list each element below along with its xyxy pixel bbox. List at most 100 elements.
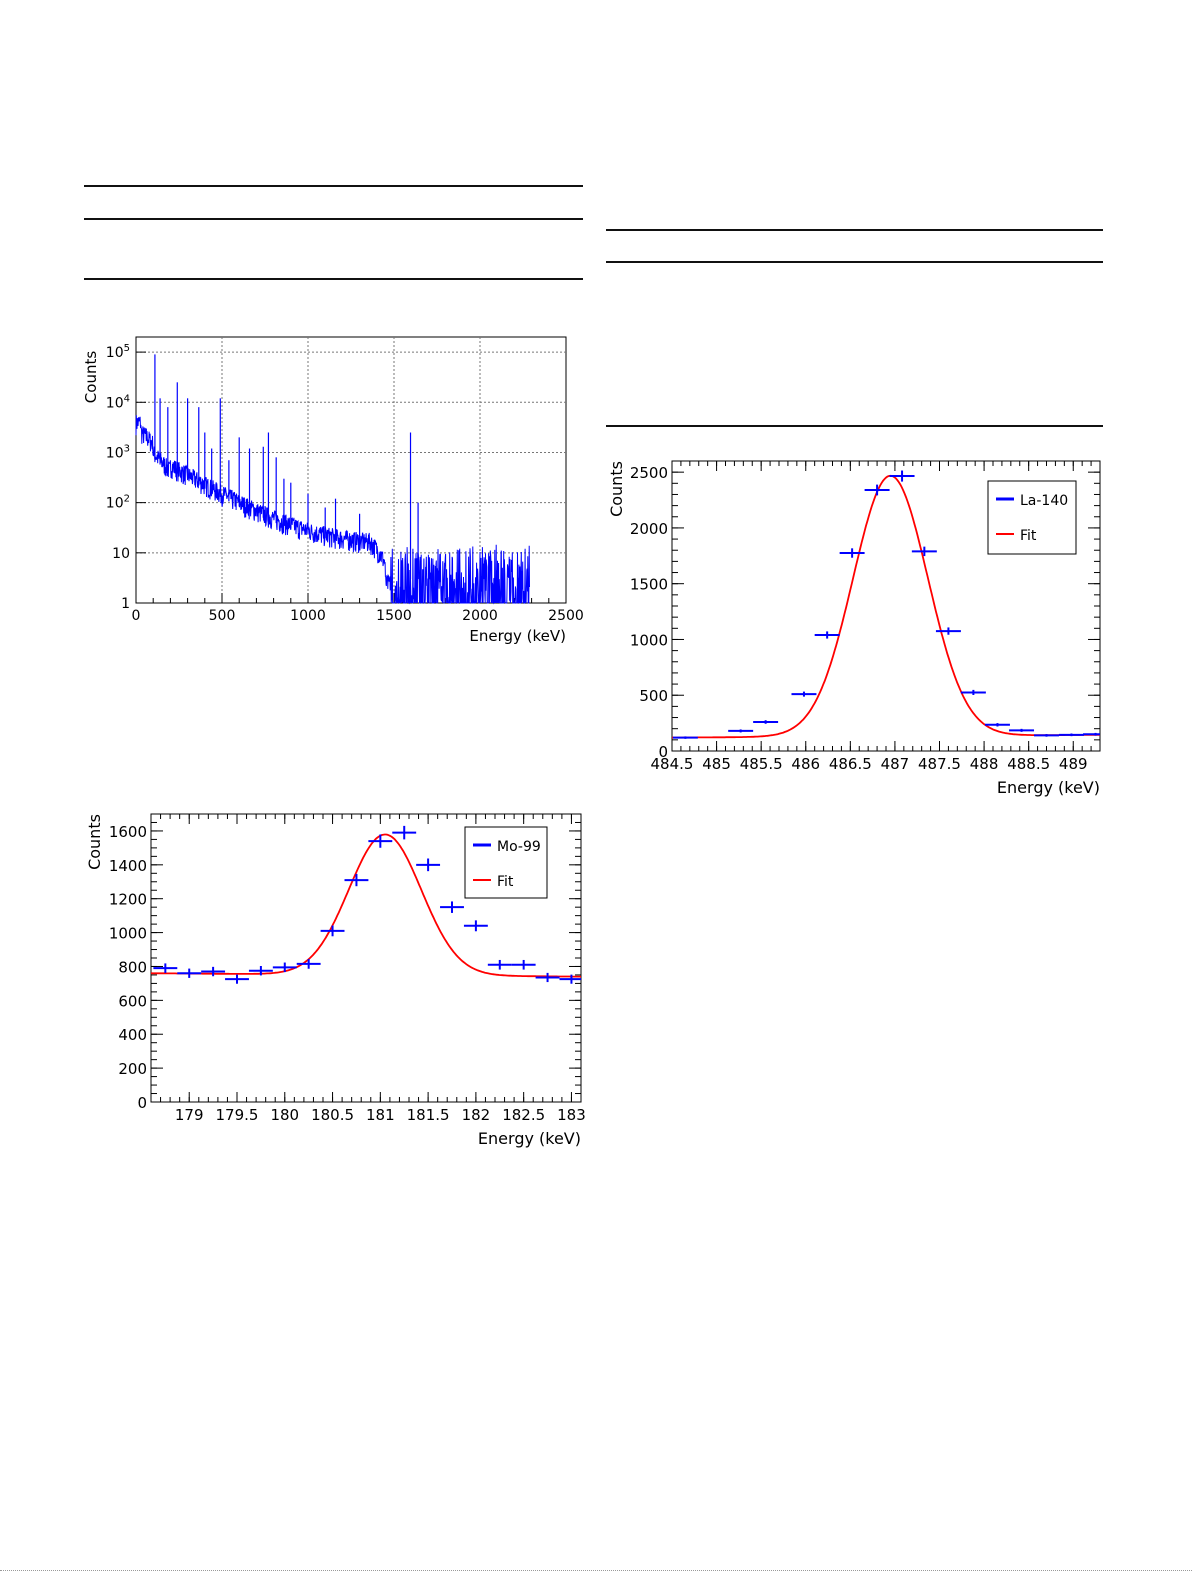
x-tick-label: 485.5 [740,755,783,773]
data-point [839,548,865,558]
data-point [911,546,937,557]
spectrum-chart: 0 500 1000 1500 2000 2500 1 10 102 103 104 105 Energ… [82,336,584,645]
data-point [889,470,915,482]
data-point [416,858,441,872]
table-bottom-rule-right [606,425,1103,427]
data-point [225,974,249,984]
fit-curve [672,474,1100,739]
x-tick-label: 181 [366,1106,395,1124]
x-tick-label: 181.5 [407,1106,450,1124]
x-axis-label: Energy (keV) [478,1129,581,1148]
y-tick-label: 2500 [630,464,668,482]
y-axis-label: Counts [85,814,104,870]
x-tick-label: 182 [462,1106,491,1124]
x-tick-label: 0 [132,608,141,624]
x-tick-label: 488 [970,755,999,773]
legend-label-fit: Fit [497,874,514,890]
data-point [272,962,297,973]
data-point [984,723,1010,727]
legend-box [464,826,548,899]
legend-label-data: La-140 [1020,493,1068,509]
y-tick-label: 500 [639,687,668,705]
y-axis-label: Counts [82,351,100,404]
y-tick-label: 2000 [630,520,668,538]
data-point [368,834,393,848]
x-tick-label: 1000 [290,608,326,624]
data-point [248,965,273,976]
x-tick-label: 486.5 [829,755,872,773]
y-tick-label: 400 [118,1026,147,1044]
y-axis-label: Counts [607,461,626,517]
data-point [814,631,840,639]
table-header-rule-left [84,218,583,220]
table-header-rule-right [606,261,1103,263]
data-point [511,959,536,970]
data-point [463,920,488,932]
x-axis-label: Energy (keV) [469,627,566,645]
x-tick-label: 183 [557,1106,586,1124]
y-tick-label: 600 [118,992,147,1010]
legend-label-data: Mo-99 [497,839,541,855]
data-point [672,736,698,739]
x-tick-label: 2000 [462,608,498,624]
data-point [201,966,226,977]
data-point [864,484,890,496]
data-point [1083,732,1100,736]
x-tick-label: 487 [881,755,910,773]
data-point [440,901,464,913]
y-tick-label: 105 [106,343,130,361]
y-tick-label: 1 [121,596,130,612]
data-point [791,691,817,697]
la140-fit-chart: 484.5 485 485.5 486 486.5 487 487.5 488 488.5 489… [607,460,1101,797]
table-bottom-rule-left [84,278,583,280]
y-tick-label: 10 [112,546,130,562]
x-tick-label: 484.5 [651,755,694,773]
x-tick-label: 485 [702,755,731,773]
x-tick-label: 489 [1059,755,1088,773]
x-tick-label: 486 [791,755,820,773]
fit-curve [150,833,581,978]
y-tick-label: 1200 [109,891,147,909]
data-point [296,959,321,969]
x-tick-label: 179.5 [216,1106,259,1124]
y-tick-label: 1600 [109,823,147,841]
legend-label-fit: Fit [1020,528,1037,544]
data-point [1009,728,1035,732]
x-axis-label: Energy (keV) [997,778,1100,797]
data-point [1058,733,1084,737]
mo99-fit-chart: 179 179.5 180 180.5 181 181.5 182 182.5 183 0 200 4… [85,813,586,1148]
y-tick-label: 200 [118,1060,147,1078]
data-point [935,627,961,635]
data-point [392,825,417,840]
x-tick-label: 179 [175,1106,204,1124]
y-tick-label: 104 [106,393,130,411]
x-tick-label: 1500 [376,608,412,624]
data-point [1034,734,1059,737]
data-point [177,968,202,978]
y-tick-label: 800 [118,958,147,976]
x-tick-label: 500 [209,608,236,624]
legend-box [987,480,1077,555]
y-tick-label: 1000 [109,925,147,943]
data-point [535,972,560,983]
x-tick-label: 488.5 [1007,755,1050,773]
data-point [728,729,754,733]
y-tick-label: 0 [658,743,668,761]
y-tick-label: 102 [106,494,130,512]
spectrum-series-line [135,415,530,605]
data-point [960,689,986,695]
data-point [153,963,178,973]
data-point [344,873,369,887]
y-tick-label: 103 [106,443,130,461]
x-tick-label: 2500 [548,608,584,624]
y-tick-label: 1400 [109,857,147,875]
table-top-rule-right [606,229,1103,231]
data-point [487,959,512,970]
data-point [320,925,345,937]
data-point [753,720,779,724]
data-point [559,974,581,984]
table-top-rule-left [84,185,583,187]
y-tick-label: 0 [137,1094,147,1112]
x-tick-label: 180.5 [311,1106,354,1124]
x-tick-label: 180 [270,1106,299,1124]
